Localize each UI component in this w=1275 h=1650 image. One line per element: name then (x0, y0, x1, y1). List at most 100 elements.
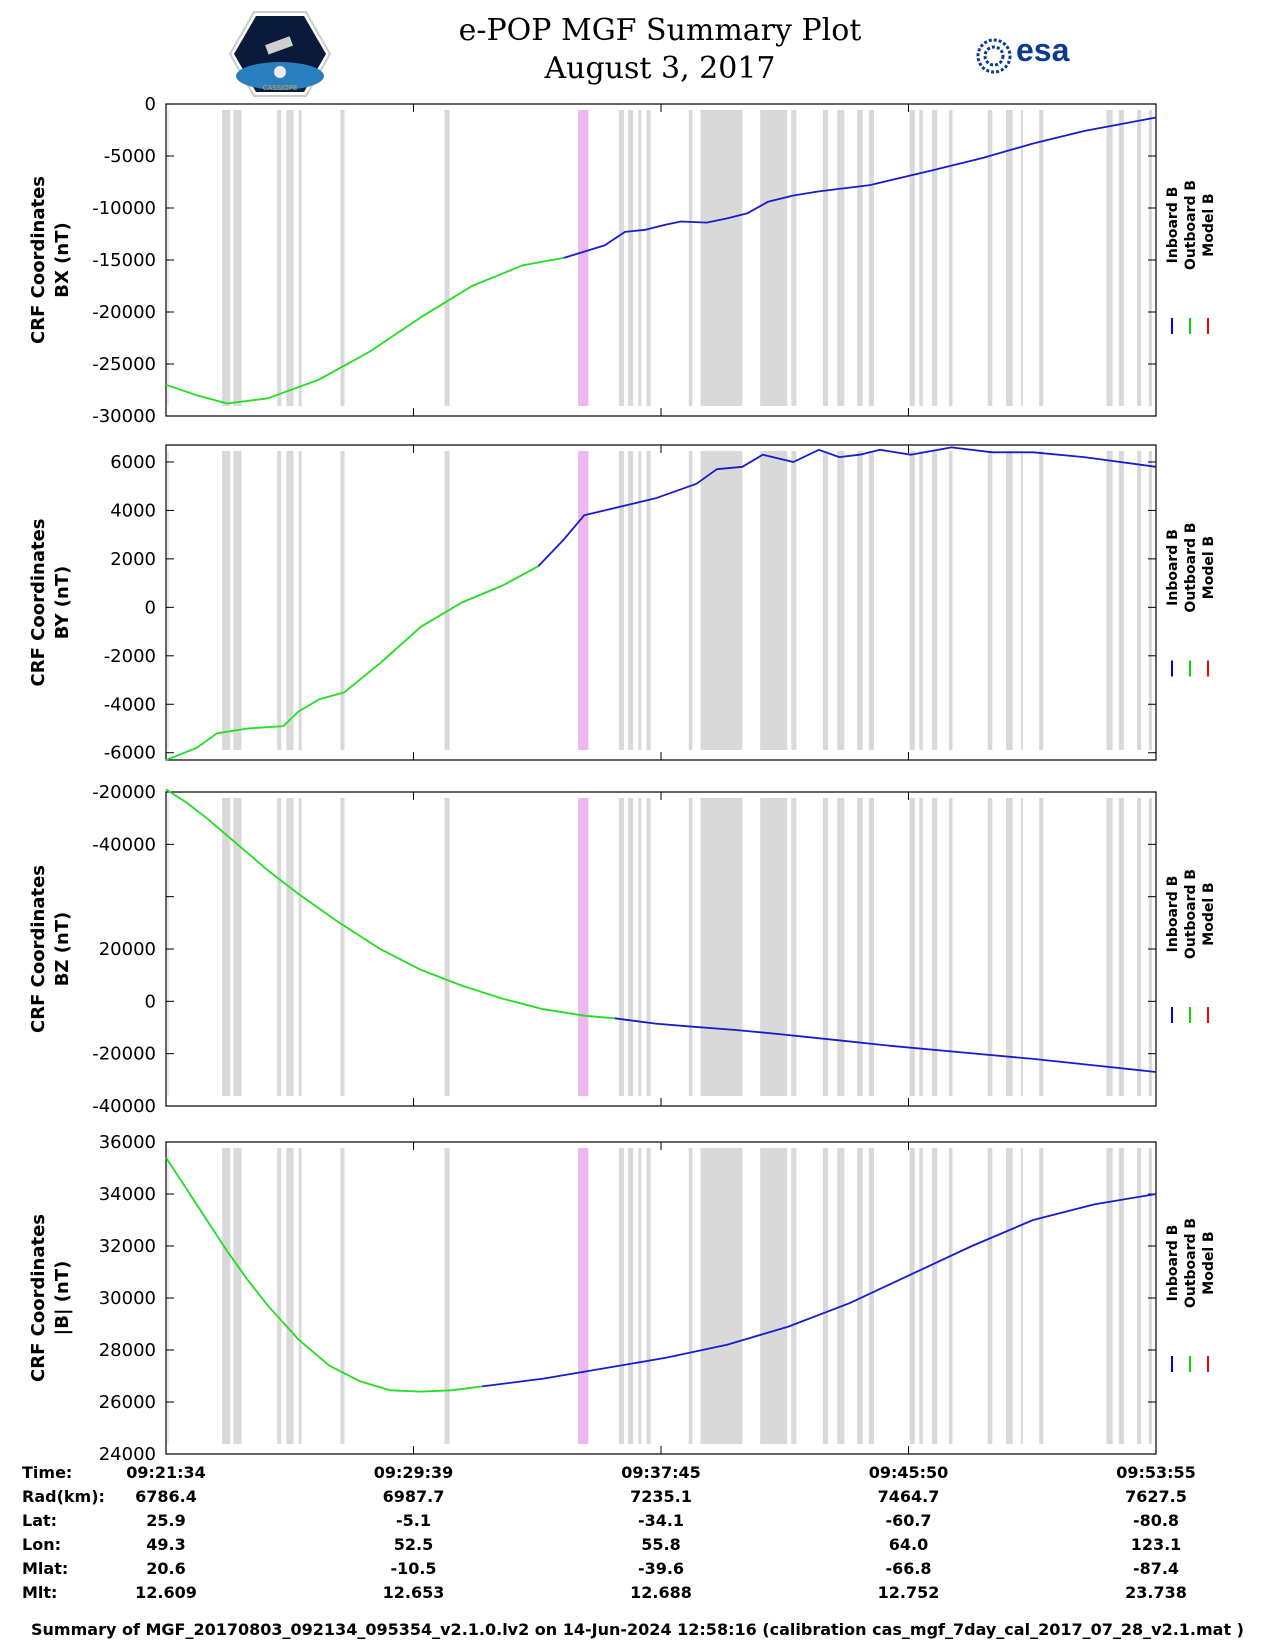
data-gap-band (1106, 110, 1113, 406)
data-gap-band (1006, 110, 1013, 406)
data-gap-band (618, 451, 625, 750)
data-gap-band (286, 451, 294, 750)
y-tick-label: 36000 (99, 1132, 156, 1153)
table-cell: 23.738 (1125, 1583, 1187, 1602)
data-gap-band (1106, 798, 1113, 1096)
y-axis-label-line2: BY (nT) (52, 566, 73, 640)
y-tick-label: -20000 (92, 1044, 156, 1065)
summary-footer: Summary of MGF_20170803_092134_095354_v2… (31, 1620, 1244, 1639)
data-gap-band (868, 451, 874, 750)
row-label-lat: Lat: (22, 1511, 58, 1530)
data-gap-band (1020, 798, 1023, 1096)
data-gap-band (987, 1148, 993, 1444)
data-gap-band (1118, 798, 1124, 1096)
y-tick-label: 32000 (99, 1236, 156, 1257)
data-gap-band (791, 798, 797, 1096)
data-gap-band (444, 110, 450, 406)
y-tick-label: 0 (145, 597, 156, 618)
table-cell: -5.1 (396, 1511, 431, 1530)
data-gap-band (1006, 451, 1013, 750)
data-gap-band (444, 798, 450, 1096)
y-tick-label: 24000 (99, 1444, 156, 1465)
highlight-band (578, 110, 589, 406)
y-tick-label: -10000 (92, 198, 156, 219)
table-cell: 49.3 (146, 1535, 186, 1554)
data-gap-band (688, 798, 693, 1096)
legend: Inboard B Outboard B Model B (1165, 180, 1217, 334)
table-cell: -80.8 (1132, 1511, 1180, 1530)
data-gap-band (760, 110, 788, 406)
data-gap-band (1137, 451, 1142, 750)
data-gap-band (1020, 451, 1023, 750)
table-cell: -39.6 (637, 1559, 685, 1578)
legend-label: Model B (1201, 193, 1217, 256)
data-gap-band (1118, 451, 1124, 750)
data-gap-band (688, 110, 693, 406)
table-cell: 12.688 (630, 1583, 692, 1602)
data-gap-band (277, 110, 282, 406)
data-gap-band (1020, 1148, 1023, 1444)
legend: Inboard B Outboard B Model B (1165, 1218, 1217, 1372)
legend: Inboard B Outboard B Model B (1165, 869, 1217, 1023)
data-gap-band (932, 1148, 938, 1444)
legend-label: Inboard B (1165, 876, 1181, 953)
data-gap-band (700, 110, 743, 406)
esa-logo (974, 36, 1094, 76)
chart-title-line2: August 3, 2017 (544, 51, 776, 86)
table-cell: -66.8 (885, 1559, 932, 1578)
data-gap-band (700, 451, 743, 750)
series-line-outboard-b (165, 788, 615, 1020)
data-gap-band (233, 798, 242, 1096)
data-gap-band (222, 110, 231, 406)
data-gap-band (646, 110, 651, 406)
data-gap-band (919, 1148, 923, 1444)
data-gap-band (167, 451, 169, 750)
data-gap-band (298, 110, 302, 406)
data-gap-band (948, 798, 953, 1096)
legend-label: Inboard B (1165, 1225, 1181, 1302)
table-cell: 7464.7 (877, 1487, 940, 1506)
legend-label: Inboard B (1165, 529, 1181, 606)
data-gap-band (444, 451, 450, 750)
table-cell: 12.653 (382, 1583, 445, 1602)
data-gap-band (909, 798, 915, 1096)
data-gap-band (987, 798, 993, 1096)
data-gap-band (277, 798, 282, 1096)
table-cell: 7235.1 (630, 1487, 692, 1506)
data-gap-band (444, 1148, 450, 1444)
data-gap-band (618, 798, 625, 1096)
y-tick-label: 0 (145, 94, 156, 115)
data-gap-band (948, 1148, 953, 1444)
data-gap-band (222, 451, 231, 750)
data-gap-band (646, 451, 651, 750)
data-gap-band (822, 451, 829, 750)
data-gap-band (868, 110, 874, 406)
y-tick-label: -5000 (104, 146, 156, 167)
data-gap-band (1148, 798, 1152, 1096)
y-tick-label: 6000 (110, 452, 156, 473)
data-gap-band (628, 110, 634, 406)
table-cell: 6987.7 (382, 1487, 445, 1506)
data-gap-band (618, 1148, 625, 1444)
table-cell: 52.5 (393, 1535, 434, 1554)
svg-text:CASSIOPE: CASSIOPE (263, 84, 298, 92)
data-gap-band (638, 110, 642, 406)
data-gap-band (857, 1148, 863, 1444)
data-gap-band (837, 110, 845, 406)
data-gap-band (857, 451, 863, 750)
legend-label: Inboard B (1165, 187, 1181, 264)
data-gap-band (909, 451, 915, 750)
series-line-inboard-b (482, 1193, 1157, 1388)
data-gap-band (868, 798, 874, 1096)
data-gap-band (857, 798, 863, 1096)
table-cell: 55.8 (641, 1535, 681, 1554)
y-axis-label-line1: CRF Coordinates (28, 1214, 49, 1382)
row-label-lon: Lon: (22, 1535, 61, 1554)
table-cell: 6786.4 (135, 1487, 197, 1506)
data-gap-band (638, 1148, 642, 1444)
data-gap-band (233, 110, 242, 406)
y-tick-label: -4000 (104, 694, 156, 715)
data-gap-band (277, 451, 282, 750)
data-gap-band (932, 110, 938, 406)
